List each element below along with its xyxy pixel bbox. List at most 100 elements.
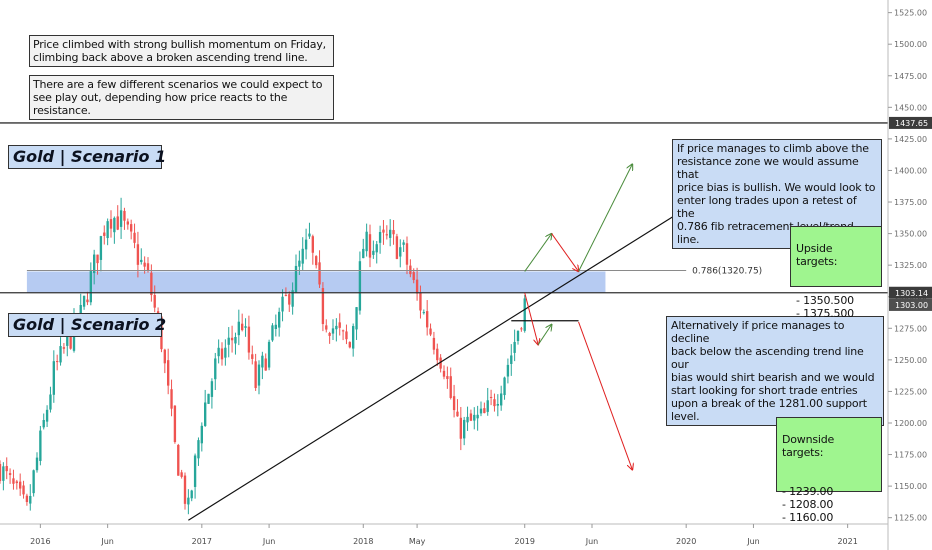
- candle-body-118: [395, 236, 399, 259]
- y-tick-label-14: 1175.00: [894, 451, 927, 460]
- candle-body-17: [56, 361, 59, 363]
- candle-body-49: [163, 349, 166, 364]
- candle-body-25: [82, 295, 86, 307]
- x-tick-label-10: 2021: [837, 537, 857, 546]
- candle-body-143: [479, 408, 483, 414]
- candle-body-105: [352, 326, 355, 349]
- candle-body-86: [288, 294, 291, 305]
- candle-body-141: [473, 414, 476, 421]
- candle-body-42: [140, 259, 143, 263]
- candle-body-120: [402, 242, 405, 245]
- candle-body-41: [136, 244, 140, 265]
- x-tick-label-8: 2020: [676, 537, 696, 546]
- candle-body-21: [69, 336, 72, 349]
- candle-body-66: [220, 348, 224, 360]
- candle-body-56: [187, 497, 190, 505]
- candle-body-81: [271, 325, 274, 341]
- candle-body-65: [217, 347, 220, 357]
- candle-body-1: [2, 466, 5, 481]
- candle-body-139: [466, 416, 469, 423]
- scenario-2-title: Gold | Scenario 2: [8, 313, 166, 337]
- x-tick-label-3: Jun: [262, 537, 276, 546]
- candle-body-95: [318, 262, 321, 285]
- y-tick-label-2: 1475.00: [894, 72, 927, 81]
- candle-body-116: [389, 229, 392, 238]
- candle-body-71: [237, 321, 240, 336]
- candle-body-156: [523, 298, 526, 331]
- candle-body-32: [106, 221, 109, 239]
- candle-body-28: [93, 254, 96, 274]
- candle-body-85: [284, 294, 288, 296]
- ascending-trend-line: [188, 207, 687, 521]
- y-tick-label-4: 1425.00: [894, 135, 927, 144]
- candle-body-133: [446, 376, 449, 379]
- x-tick-label-0: 2016: [30, 537, 50, 546]
- candle-body-83: [278, 311, 281, 328]
- candle-body-127: [426, 311, 429, 328]
- candle-body-122: [409, 265, 412, 275]
- downside-targets-title: Downside targets:: [782, 433, 835, 459]
- candle-body-9: [29, 495, 32, 504]
- candle-body-19: [62, 347, 66, 349]
- candle-body-99: [331, 328, 335, 334]
- candle-body-132: [442, 370, 446, 377]
- candle-body-117: [392, 230, 395, 235]
- candle-body-104: [348, 342, 351, 348]
- current-price-tag: [889, 298, 932, 311]
- candle-body-134: [449, 376, 452, 398]
- candle-body-20: [66, 335, 69, 346]
- candle-body-138: [463, 419, 466, 439]
- candle-body-140: [469, 413, 473, 421]
- candle-body-64: [214, 358, 217, 380]
- candle-body-67: [224, 347, 227, 358]
- candle-body-15: [49, 394, 52, 410]
- candle-body-101: [338, 322, 341, 328]
- candle-body-30: [99, 236, 103, 260]
- x-tick-label-2: 2017: [192, 537, 212, 546]
- candle-body-87: [291, 290, 294, 307]
- candle-body-44: [146, 263, 150, 271]
- y-tick-label-0: 1525.00: [894, 9, 927, 18]
- candle-body-55: [183, 475, 187, 504]
- candle-body-54: [180, 472, 183, 477]
- candle-body-135: [452, 396, 456, 411]
- note-intro-momentum: Price climbed with strong bullish moment…: [29, 35, 334, 67]
- candle-body-4: [12, 478, 15, 484]
- y-tick-label-6: 1375.00: [894, 198, 927, 207]
- candle-body-57: [190, 490, 193, 499]
- zone-layer: [26, 271, 606, 293]
- y-tick-label-15: 1150.00: [894, 482, 927, 491]
- candle-body-144: [483, 408, 486, 414]
- candle-body-69: [230, 337, 234, 341]
- candle-body-29: [96, 254, 99, 264]
- scenario-2-drop-leg-0: [524, 292, 538, 345]
- candle-body-119: [399, 247, 402, 257]
- candle-body-152: [510, 355, 513, 364]
- candle-body-154: [516, 330, 520, 341]
- scenario-arrows: [524, 164, 633, 470]
- y-tick-label-7: 1350.00: [894, 230, 927, 239]
- candle-body-35: [116, 216, 119, 230]
- candle-body-115: [385, 234, 388, 236]
- candle-body-109: [365, 231, 368, 252]
- scenario-2-bounce-leg-0: [537, 325, 551, 345]
- candle-body-100: [335, 325, 338, 330]
- candle-body-24: [79, 304, 82, 321]
- candle-body-76: [254, 361, 257, 389]
- x-tick-label-9: Jun: [746, 537, 760, 546]
- candle-body-80: [267, 341, 271, 368]
- candle-body-90: [301, 248, 304, 264]
- candle-body-10: [32, 470, 35, 494]
- candle-body-78: [261, 355, 264, 368]
- scenario-2-target-leg-0: [578, 321, 633, 470]
- candle-body-79: [264, 358, 267, 371]
- candle-body-150: [503, 377, 506, 396]
- candle-body-155: [520, 328, 523, 330]
- candle-body-63: [210, 381, 214, 397]
- candle-body-58: [193, 455, 197, 487]
- candle-body-92: [308, 233, 311, 237]
- candle-body-34: [113, 217, 116, 233]
- scenario-1-up-leg-0: [524, 234, 552, 272]
- candle-body-130: [436, 348, 439, 361]
